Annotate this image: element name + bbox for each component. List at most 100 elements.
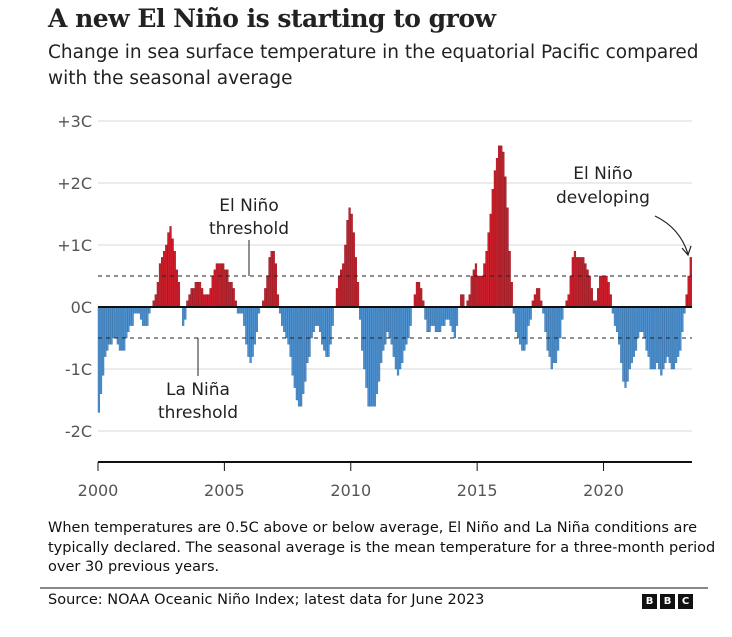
x-tick-label: 2020: [583, 481, 624, 500]
bar: [211, 275, 214, 308]
bar: [302, 306, 305, 395]
bbc-logo-letter: B: [660, 594, 675, 609]
bar: [533, 294, 537, 308]
bar: [603, 275, 606, 308]
bar: [106, 306, 109, 351]
bar: [213, 269, 216, 308]
bar: [369, 306, 372, 407]
bar: [655, 306, 659, 363]
bar: [156, 281, 159, 308]
bar: [169, 226, 172, 308]
bar: [580, 257, 583, 308]
y-axis-ticks: +3C +2C +1C 0C -1C -2C: [57, 112, 92, 441]
bar: [571, 257, 574, 308]
bar: [272, 250, 275, 308]
bar: [521, 306, 524, 351]
bar: [514, 306, 518, 332]
bar: [426, 306, 429, 332]
bar: [508, 250, 511, 308]
bar: [420, 288, 423, 308]
x-tick-label: 2010: [330, 481, 371, 500]
bar: [219, 263, 223, 308]
bar: [687, 275, 690, 308]
bar: [679, 306, 682, 351]
bar: [569, 275, 572, 308]
bar: [354, 257, 357, 308]
y-tick-label: -2C: [65, 422, 92, 441]
bar: [443, 306, 446, 326]
bar: [599, 275, 602, 308]
bar: [428, 306, 431, 332]
bar: [243, 306, 246, 326]
bar: [523, 306, 526, 351]
bar: [647, 306, 650, 357]
bar: [371, 306, 374, 407]
bar: [300, 306, 303, 407]
bar: [230, 281, 233, 308]
bar: [590, 288, 593, 308]
bar: [432, 306, 435, 326]
bar: [190, 288, 193, 308]
bar: [295, 306, 299, 401]
bar: [554, 306, 558, 363]
bar: [329, 306, 332, 345]
bar: [304, 306, 307, 382]
bar: [504, 176, 507, 308]
bar: [405, 306, 408, 345]
bar: [337, 275, 341, 308]
bar: [192, 288, 195, 308]
bar: [662, 306, 665, 370]
bar: [626, 306, 629, 382]
bar: [114, 306, 117, 339]
bar: [222, 263, 225, 308]
bar: [424, 306, 427, 320]
bar: [247, 306, 250, 357]
bar: [367, 306, 370, 407]
oni-bar-chart: +3C +2C +1C 0C -1C -2C 2000 2005 2010 2015 2020 E…: [57, 112, 692, 500]
la-nina-threshold-label: La Niña: [166, 380, 230, 400]
bar: [588, 275, 591, 308]
el-nino-developing-label: El Niño: [573, 164, 632, 184]
bar: [382, 306, 385, 351]
bar: [318, 306, 322, 332]
bar: [182, 306, 185, 326]
bar: [399, 306, 402, 370]
bar: [489, 213, 492, 308]
bar: [285, 306, 288, 339]
bar: [160, 257, 164, 308]
bar: [104, 306, 107, 357]
x-tick-label: 2000: [78, 481, 119, 500]
footnote: When temperatures are 0.5C above or belo…: [48, 520, 716, 575]
bar: [548, 306, 551, 357]
bar: [430, 306, 433, 326]
bar: [158, 263, 162, 308]
bar: [184, 306, 187, 320]
bar: [500, 145, 503, 308]
bar: [167, 232, 170, 308]
bar: [417, 281, 421, 308]
bar: [255, 306, 258, 332]
bar: [146, 306, 149, 326]
bar: [645, 306, 648, 351]
bar: [552, 306, 555, 363]
y-tick-label: +3C: [57, 112, 92, 131]
bar: [550, 306, 553, 370]
bar: [289, 306, 292, 357]
bar: [293, 306, 296, 388]
bar: [380, 306, 383, 363]
bar: [375, 306, 379, 395]
bar: [310, 306, 313, 339]
bar: [632, 306, 636, 357]
bar: [573, 250, 577, 308]
bar: [377, 306, 381, 382]
bar: [498, 145, 501, 308]
bar: [308, 306, 311, 357]
bar: [194, 281, 197, 308]
bar: [373, 306, 376, 407]
bar: [312, 306, 315, 332]
chart-title: A new El Niño is starting to grow: [48, 4, 496, 33]
bar: [415, 281, 419, 308]
bar: [253, 306, 256, 345]
bar: [476, 275, 480, 308]
bar: [321, 306, 324, 345]
